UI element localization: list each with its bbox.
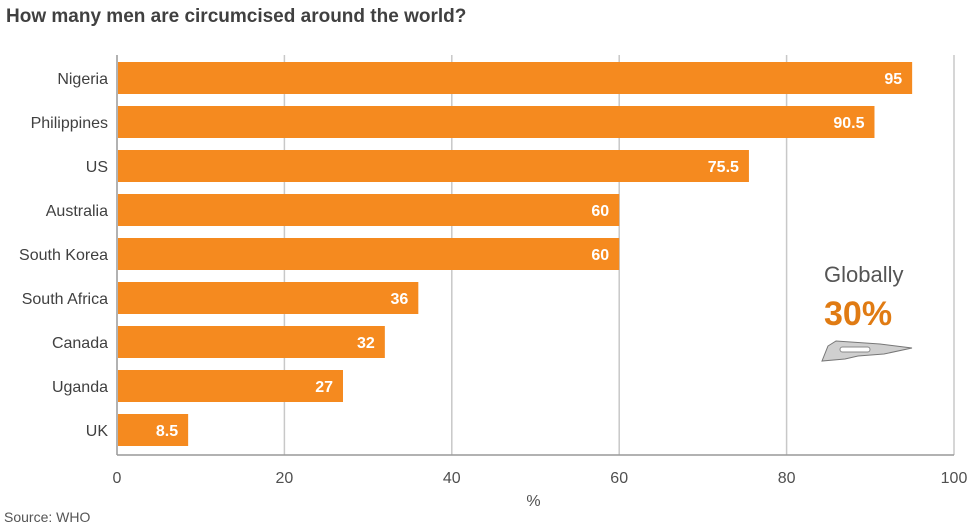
- data-label: 60: [591, 247, 609, 264]
- category-label: Uganda: [52, 379, 108, 396]
- bar: [118, 106, 875, 138]
- category-label: UK: [86, 423, 109, 440]
- x-axis-label: %: [526, 493, 540, 510]
- x-tick-label: 100: [941, 470, 968, 487]
- x-tick-label: 40: [443, 470, 461, 487]
- category-label: US: [86, 159, 108, 176]
- data-label: 27: [315, 379, 333, 396]
- x-tick-label: 80: [778, 470, 796, 487]
- annotation-label: Globally: [824, 262, 904, 287]
- category-label: Philippines: [31, 115, 108, 132]
- data-label: 8.5: [156, 423, 178, 440]
- data-label: 36: [391, 291, 409, 308]
- bar: [118, 194, 620, 226]
- category-label: Australia: [46, 203, 108, 220]
- bar: [118, 62, 913, 94]
- data-label: 32: [357, 335, 375, 352]
- category-label: Canada: [52, 335, 108, 352]
- chart-title: How many men are circumcised around the …: [6, 6, 467, 27]
- data-label: 60: [591, 203, 609, 220]
- annotation-value: 30%: [824, 295, 893, 333]
- category-label: South Africa: [22, 291, 108, 308]
- bar: [118, 414, 189, 446]
- data-label: 95: [884, 71, 902, 88]
- data-label: 75.5: [708, 159, 739, 176]
- bar: [118, 326, 385, 358]
- x-tick-label: 0: [113, 470, 122, 487]
- category-label: Nigeria: [57, 71, 108, 88]
- bar: [118, 282, 419, 314]
- source-note: Source: WHO: [4, 509, 91, 525]
- x-tick-label: 20: [276, 470, 294, 487]
- bar: [118, 238, 620, 270]
- bar: [118, 370, 343, 402]
- category-label: South Korea: [19, 247, 108, 264]
- x-tick-label: 60: [610, 470, 628, 487]
- data-label: 90.5: [833, 115, 864, 132]
- bar: [118, 150, 749, 182]
